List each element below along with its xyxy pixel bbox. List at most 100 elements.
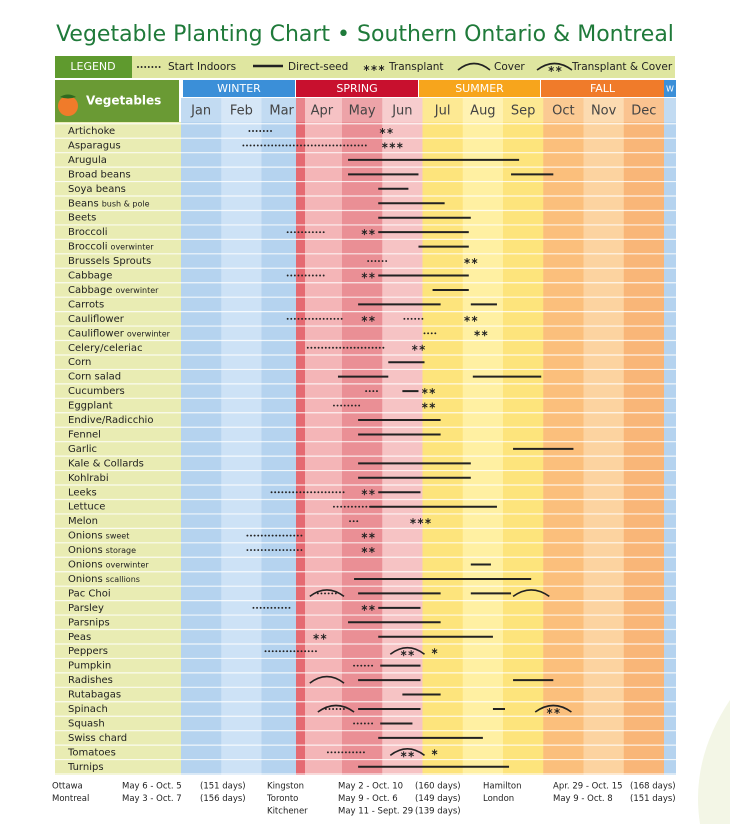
cover-arc [389, 748, 425, 756]
footer-dates: May 9 - Oct. 6 [338, 794, 398, 804]
dot [266, 606, 269, 609]
asterisk-stroke [361, 230, 368, 235]
dot [288, 491, 291, 494]
dot [337, 751, 340, 754]
vegetable-name: Swiss chard [68, 733, 127, 744]
dot [385, 260, 388, 262]
vegetable-name-main: Onions [68, 531, 103, 542]
vegetable-name: Cauliflower overwinter [68, 328, 171, 339]
dot [342, 491, 345, 494]
title: Vegetable Planting Chart • Southern Onta… [56, 22, 674, 47]
indoor-dots [246, 549, 303, 551]
transplant-mark [421, 402, 436, 409]
dot [361, 144, 364, 147]
transplant-mark [464, 258, 478, 265]
asterisk-stroke [431, 649, 438, 654]
dot [256, 606, 258, 609]
dot [359, 751, 362, 754]
asterisk-stroke [369, 273, 375, 278]
dot [324, 592, 326, 595]
vegetable-name: Garlic [68, 444, 97, 455]
dot [362, 751, 365, 754]
vegetable-name: Cabbage overwinter [68, 285, 159, 296]
vegetable-name: Endive/Radicchio [68, 415, 153, 426]
asterisk-stroke [429, 389, 436, 394]
dot [290, 317, 293, 320]
month-label: Dec [631, 104, 656, 119]
dot [284, 606, 287, 609]
dot [268, 650, 271, 653]
vegetable-name-main: Parsnips [68, 617, 110, 628]
month-label: Sep [511, 104, 536, 119]
dot [376, 390, 378, 393]
dot [325, 144, 328, 147]
cover-arc [534, 704, 572, 713]
dot [271, 549, 274, 551]
dot [316, 592, 319, 595]
dot [308, 274, 311, 277]
dot [353, 722, 356, 725]
dot [324, 708, 327, 710]
dot [360, 346, 363, 349]
vegetable-name-main: Broad beans [68, 169, 131, 180]
asterisk-stroke [555, 67, 562, 71]
legend-item: Transplant [388, 61, 444, 73]
footer-cities: Montreal [52, 794, 89, 804]
transplant-mark [361, 229, 375, 236]
dot [264, 549, 267, 551]
asterisk-stroke [548, 67, 555, 71]
vegetable-name-main: Arugula [68, 155, 107, 166]
season-label: WINTER [217, 82, 261, 95]
season-label: W [666, 85, 674, 94]
dot [350, 346, 352, 349]
dot [286, 650, 289, 653]
indoor-dots [252, 606, 291, 609]
vegetable-name-main: Peppers [68, 646, 108, 657]
dot [282, 534, 285, 537]
dot [307, 144, 310, 147]
dot [300, 650, 303, 653]
dot [407, 317, 409, 320]
dot [417, 317, 420, 320]
asterisk-stroke [369, 316, 375, 321]
month-label: Jan [190, 104, 211, 119]
asterisk-stroke [471, 259, 478, 263]
dot [260, 534, 263, 537]
dot [423, 332, 426, 335]
dot [378, 346, 381, 349]
dot [303, 144, 306, 147]
footer-dates: Apr. 29 - Oct. 15 [553, 782, 623, 792]
season-band [419, 80, 540, 97]
dot [242, 144, 245, 147]
footer-cities: London [483, 794, 514, 804]
dot [430, 332, 433, 335]
dot [319, 231, 322, 234]
dot [365, 505, 368, 508]
dot [352, 520, 355, 523]
vegetable-name-main: Squash [68, 718, 105, 729]
tomato-icon [58, 96, 78, 116]
asterisk-stroke [369, 230, 375, 235]
asterisk-stroke [320, 634, 327, 639]
dot [317, 491, 320, 494]
vegetable-name-main: Broccoli [68, 227, 108, 238]
asterisk-stroke [361, 605, 368, 610]
indoor-dots [353, 722, 374, 725]
dot [260, 144, 263, 147]
dot [339, 491, 341, 494]
dot [368, 346, 370, 349]
transplant-mark [400, 650, 415, 657]
dot [328, 708, 331, 710]
vegetable-name-main: Artichoke [68, 126, 115, 137]
dot [320, 592, 323, 595]
asterisk-stroke [411, 345, 418, 350]
dot [255, 130, 258, 132]
asterisk-stroke [421, 389, 428, 394]
vegetable-name: Pumpkin [68, 661, 111, 672]
dot [321, 491, 323, 494]
dot [295, 491, 298, 494]
vegetable-name-main: Tomatoes [67, 747, 116, 758]
vegetable-name-main: Kale & Collards [68, 458, 144, 469]
vegetable-name-main: Eggplant [68, 401, 113, 412]
